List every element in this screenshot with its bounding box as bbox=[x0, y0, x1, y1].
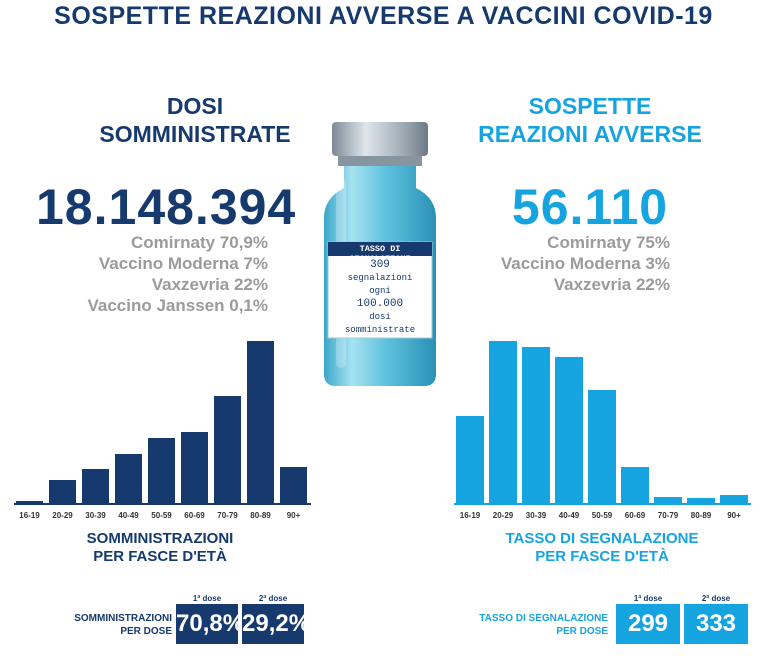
right-share-comirnaty: Comirnaty 75% bbox=[547, 233, 670, 252]
left-caption-line-2: PER FASCE D'ETÀ bbox=[93, 548, 227, 565]
right-share-moderna: Vaccino Moderna 3% bbox=[500, 254, 670, 273]
left-chart-tick-90+: 90+ bbox=[286, 511, 301, 520]
left-chart-bar-70-79 bbox=[214, 396, 241, 503]
left-header-line-1: DOSI bbox=[166, 93, 224, 119]
right-chart-bar-50-59 bbox=[588, 390, 616, 503]
left-chart-axis-baseline bbox=[14, 503, 311, 505]
vial-label-line-5: dosi bbox=[369, 312, 391, 322]
right-header-line-2: REAZIONI AVVERSE bbox=[478, 121, 702, 147]
right-share-vaxzevria: Vaxzevria 22% bbox=[553, 275, 670, 294]
right-caption-line-1: TASSO DI SEGNALAZIONE bbox=[505, 530, 699, 547]
left-share-janssen: Vaccino Janssen 0,1% bbox=[87, 296, 269, 315]
right-chart-bar-40-49 bbox=[555, 357, 583, 503]
right-chart-tick-20-29: 20-29 bbox=[492, 511, 514, 520]
left-chart-bar-30-39 bbox=[82, 469, 109, 503]
left-share-vaxzevria: Vaxzevria 22% bbox=[151, 275, 268, 294]
right-shares: Comirnaty 75% Vaccino Moderna 3% Vaxzevr… bbox=[470, 232, 670, 295]
left-chart-bar-60-69 bbox=[181, 432, 208, 503]
right-chart-bar-20-29 bbox=[489, 341, 517, 503]
vial-label-body: 309 segnalazioni ogni 100.000 dosi sommi… bbox=[328, 259, 432, 337]
right-chart-bar-80-89 bbox=[687, 498, 715, 503]
right-caption-line-2: PER FASCE D'ETÀ bbox=[535, 548, 669, 565]
left-chart-bar-90+ bbox=[280, 467, 307, 503]
right-dose-title-line-1: TASSO DI SEGNALAZIONE bbox=[479, 613, 608, 624]
right-chart-bar-30-39 bbox=[522, 347, 550, 503]
right-chart-caption: TASSO DI SEGNALAZIONE PER FASCE D'ETÀ bbox=[472, 530, 732, 566]
left-shares: Comirnaty 70,9% Vaccino Moderna 7% Vaxze… bbox=[20, 232, 269, 316]
right-chart-tick-60-69: 60-69 bbox=[624, 511, 646, 520]
right-chart-tick-50-59: 50-59 bbox=[591, 511, 613, 520]
left-dose2-label: 2ª dose bbox=[258, 594, 288, 603]
vial-label-line-4: 100.000 bbox=[356, 298, 404, 310]
right-chart-tick-40-49: 40-49 bbox=[558, 511, 580, 520]
vaccine-vial-icon bbox=[318, 118, 442, 390]
vial-label-line-1: 309 bbox=[370, 259, 390, 271]
left-caption-line-1: SOMMINISTRAZIONI bbox=[86, 530, 234, 547]
left-chart-bar-40-49 bbox=[115, 454, 142, 503]
left-chart-tick-16-19: 16-19 bbox=[19, 511, 40, 520]
page-title: SOSPETTE REAZIONI AVVERSE A VACCINI COVI… bbox=[54, 2, 713, 30]
left-chart-caption: SOMMINISTRAZIONI PER FASCE D'ETÀ bbox=[40, 530, 280, 566]
right-dose-title: TASSO DI SEGNALAZIONE PER DOSE bbox=[440, 612, 608, 638]
left-dose-title-line-1: SOMMINISTRAZIONI bbox=[74, 613, 172, 624]
right-chart-tick-80-89: 80-89 bbox=[690, 511, 712, 520]
left-share-comirnaty: Comirnaty 70,9% bbox=[131, 233, 268, 252]
right-header: SOSPETTE REAZIONI AVVERSE bbox=[460, 92, 720, 148]
left-share-moderna: Vaccino Moderna 7% bbox=[98, 254, 268, 273]
right-chart-tick-90+: 90+ bbox=[727, 511, 741, 520]
right-chart-bar-90+ bbox=[720, 495, 748, 503]
left-chart-tick-60-69: 60-69 bbox=[184, 511, 205, 520]
right-chart-tick-16-19: 16-19 bbox=[459, 511, 481, 520]
left-chart-bar-50-59 bbox=[148, 438, 175, 503]
right-chart-bar-60-69 bbox=[621, 467, 649, 503]
right-header-line-1: SOSPETTE bbox=[528, 93, 652, 119]
left-chart-tick-30-39: 30-39 bbox=[85, 511, 106, 520]
left-header: DOSI SOMMINISTRATE bbox=[40, 92, 350, 148]
vial-label-line-3: ogni bbox=[369, 286, 391, 296]
vial-label-line-2: segnalazioni bbox=[347, 273, 413, 283]
left-chart-tick-40-49: 40-49 bbox=[118, 511, 139, 520]
left-dose2-value: 29,2% bbox=[242, 604, 310, 644]
right-chart-tick-30-39: 30-39 bbox=[525, 511, 547, 520]
left-chart-tick-50-59: 50-59 bbox=[151, 511, 172, 520]
right-total: 56.110 bbox=[511, 179, 669, 235]
left-total: 18.148.394 bbox=[36, 179, 297, 235]
right-dose1-value: 299 bbox=[616, 604, 680, 644]
left-chart-bar-16-19 bbox=[16, 501, 43, 503]
left-chart-tick-80-89: 80-89 bbox=[250, 511, 271, 520]
right-chart-axis-baseline bbox=[454, 503, 751, 505]
right-dose-title-line-2: PER DOSE bbox=[556, 626, 608, 637]
vial-label-line-6: somministrate bbox=[344, 325, 416, 335]
left-chart-tick-20-29: 20-29 bbox=[52, 511, 73, 520]
left-dose1-value: 70,8% bbox=[176, 604, 244, 644]
left-dose1-label: 1ª dose bbox=[192, 594, 222, 603]
left-chart-bar-20-29 bbox=[49, 480, 76, 503]
vial-label-title: TASSO DI SEGNALAZIONE bbox=[349, 244, 411, 264]
left-dose-title-line-2: PER DOSE bbox=[120, 626, 172, 637]
left-chart-bar-80-89 bbox=[247, 341, 274, 503]
right-dose2-value: 333 bbox=[684, 604, 748, 644]
left-chart-tick-70-79: 70-79 bbox=[217, 511, 238, 520]
left-dose-title: SOMMINISTRAZIONI PER DOSE bbox=[40, 612, 172, 638]
right-chart-bar-16-19 bbox=[456, 416, 484, 503]
right-dose1-label: 1ª dose bbox=[633, 594, 663, 603]
right-chart-bar-70-79 bbox=[654, 497, 682, 503]
left-header-line-2: SOMMINISTRATE bbox=[99, 121, 291, 147]
right-dose2-label: 2ª dose bbox=[701, 594, 731, 603]
right-chart-tick-70-79: 70-79 bbox=[657, 511, 679, 520]
